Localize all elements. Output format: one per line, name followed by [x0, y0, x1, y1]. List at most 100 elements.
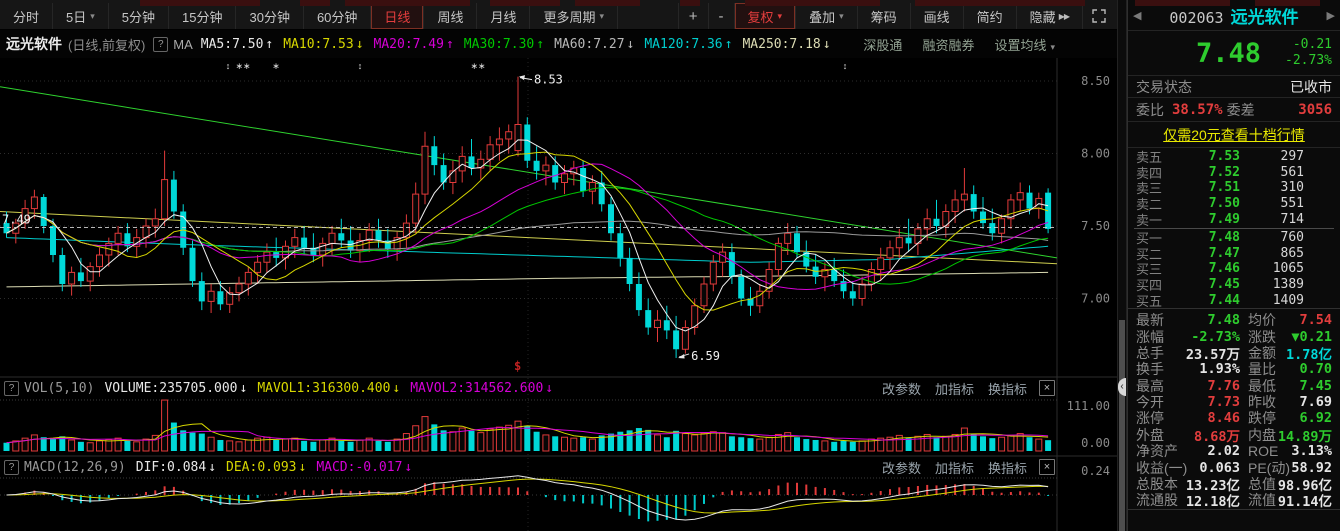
detail-value: 58.92 [1291, 459, 1332, 476]
detail-label: 总股本 [1136, 476, 1178, 493]
ma-value: MA60:7.27 ↓ [554, 37, 635, 52]
detail-value: 2.02 [1207, 443, 1240, 460]
chevron-down-icon: ▾ [90, 10, 95, 21]
period-more[interactable]: 更多周期 ▾ [530, 3, 619, 29]
detail-value: 12.18亿 [1185, 494, 1240, 511]
event-marker-icon[interactable]: ↕ [226, 61, 231, 71]
order-book: 卖五 7.53 297 卖四 7.52 561 卖三 7.51 310 卖二 7.50 551 卖一 7.… [1128, 148, 1340, 309]
book-divider [1134, 227, 1334, 229]
trend-arrow-icon: ↑ [445, 37, 454, 52]
event-marker-icon[interactable]: ↕ [843, 61, 848, 71]
right-arrow-icon[interactable]: ▶ [1326, 9, 1335, 22]
chart-area[interactable]: 8.50 8.00 7.50 7.00 7.49 8.53 6.59 ↕ ∗∗ ∗ ↕ ∗∗ ↕ $111… [0, 58, 1117, 531]
svg-text:0.00: 0.00 [1081, 436, 1110, 450]
period-60min[interactable]: 60分钟 [304, 3, 372, 29]
detail-label: 总手 [1136, 344, 1164, 361]
detail-label: ROE [1248, 443, 1279, 460]
trend-arrow-icon: ↓ [822, 37, 831, 52]
divider-scrollbar[interactable]: ‹ [1117, 0, 1127, 531]
ma10-line [6, 151, 1049, 311]
fuquan-button[interactable]: 复权 ▾ [733, 3, 796, 29]
double-arrow-icon: ▶▶ [1058, 11, 1070, 21]
pane-button[interactable]: 加指标 [934, 460, 974, 476]
zoom-out-button[interactable]: - [707, 3, 734, 29]
pane-button[interactable]: 加指标 [934, 381, 974, 397]
period-5day[interactable]: 5日 ▾ [53, 3, 109, 29]
simple-mode-button[interactable]: 简约 [962, 3, 1016, 29]
ma-value: MA30:7.30 ↑ [463, 37, 545, 52]
ma-group-label: MA [173, 36, 193, 52]
indicator-link[interactable]: 融资融券 [922, 37, 975, 53]
order-book-row: 卖三 7.51 310 [1136, 180, 1304, 197]
trend-arrow-icon: ↓ [355, 37, 364, 52]
svg-text:0.24: 0.24 [1081, 464, 1110, 478]
weibi-row: 委比 38.57% 委差 3056 [1128, 98, 1340, 122]
close-icon[interactable]: × [1039, 459, 1055, 475]
stock-name: 远光软件 [1230, 7, 1299, 27]
event-marker-icon[interactable]: ∗∗ [470, 61, 485, 71]
macd-params: MACD(12,26,9) [24, 459, 126, 475]
indicator-link[interactable]: 深股通 [863, 37, 903, 53]
event-marker-icon[interactable]: ↕ [358, 61, 363, 71]
macd-pane-buttons: 改参数 加指标 换指标 × [868, 458, 1055, 476]
period-monthly[interactable]: 月线 [477, 3, 531, 29]
pane-button[interactable]: 换指标 [987, 460, 1027, 476]
weicha-label: 委差 [1226, 101, 1255, 118]
volume-pane-header: ? VOL(5,10) VOLUME:235705.000 ↓ MAVOL1:316… [4, 379, 563, 397]
detail-label: 换手 [1136, 361, 1164, 378]
detail-label: 量比 [1248, 361, 1276, 378]
status-label: 交易状态 [1136, 78, 1192, 95]
detail-label: 金额 [1248, 344, 1276, 361]
tool-buttons: + - 复权 ▾ 叠加 ▾ 筹码 画线 简约 隐藏 ▶▶ [677, 3, 1115, 29]
chips-button[interactable]: 筹码 [856, 3, 910, 29]
detail-label: 涨停 [1136, 410, 1164, 427]
promo-row: 仅需20元查看十档行情 [1128, 122, 1340, 148]
fullscreen-button[interactable] [1082, 3, 1115, 29]
pane-button[interactable]: 改参数 [881, 381, 921, 397]
hide-button[interactable]: 隐藏 ▶▶ [1015, 3, 1082, 29]
draw-line-button[interactable]: 画线 [909, 3, 963, 29]
detail-value: 7.76 [1207, 377, 1240, 394]
order-book-row: 卖五 7.53 297 [1136, 149, 1304, 166]
candles-layer [3, 76, 1052, 358]
detail-row: 涨停 8.46 跌停 6.92 [1136, 410, 1332, 426]
period-15min[interactable]: 15分钟 [169, 3, 237, 29]
kline-chart[interactable]: 8.508.007.507.007.498.536.59↕ ∗∗ ∗ ↕ ∗∗ ↕$111… [0, 58, 1117, 531]
level2-promo-link[interactable]: 仅需20元查看十档行情 [1163, 126, 1305, 143]
trend-arrow-icon: ↓ [392, 381, 401, 396]
detail-value: 1.78亿 [1285, 346, 1332, 363]
left-arrow-icon[interactable]: ◀ [1133, 9, 1142, 22]
detail-label: PE(动) [1248, 459, 1290, 476]
collapse-handle-icon[interactable]: ‹ [1118, 378, 1126, 396]
period-30min[interactable]: 30分钟 [236, 3, 304, 29]
help-icon[interactable]: ? [4, 380, 19, 396]
ma5-line [6, 139, 1049, 332]
dividend-marker-icon[interactable]: $ [514, 359, 521, 373]
ma-value: MA10:7.53 ↓ [283, 37, 364, 52]
pane-button[interactable]: 改参数 [881, 460, 921, 476]
period-daily[interactable]: 日线 [371, 3, 425, 29]
period-weekly[interactable]: 周线 [424, 3, 478, 29]
detail-label: 外盘 [1136, 426, 1164, 443]
event-marker-icon[interactable]: ∗ [272, 61, 280, 71]
ma20-line [6, 163, 1049, 291]
trend-arrow-icon: ↑ [265, 37, 274, 52]
help-icon[interactable]: ? [153, 36, 169, 52]
help-icon[interactable]: ? [4, 459, 19, 475]
ma-settings-button[interactable]: 设置均线 ▾ [994, 37, 1055, 53]
detail-value: 0.063 [1199, 459, 1240, 476]
period-fenshi[interactable]: 分时 [0, 3, 54, 29]
period-5min[interactable]: 5分钟 [109, 3, 170, 29]
detail-value: 7.73 [1207, 394, 1240, 411]
detail-row: 最新 7.48 均价 7.54 [1136, 312, 1332, 328]
zoom-in-button[interactable]: + [677, 3, 708, 29]
close-icon[interactable]: × [1039, 380, 1055, 396]
event-marker-icon[interactable]: ∗∗ [235, 61, 250, 71]
detail-value: 6.92 [1299, 410, 1332, 427]
order-book-row: 买二 7.47 865 [1136, 245, 1304, 262]
scrollbar-thumb[interactable] [1119, 320, 1125, 531]
overlay-button[interactable]: 叠加 ▾ [795, 3, 857, 29]
order-book-row: 卖一 7.49 714 [1136, 211, 1304, 228]
pane-button[interactable]: 换指标 [987, 381, 1027, 397]
chevron-down-icon: ▾ [1050, 41, 1055, 52]
